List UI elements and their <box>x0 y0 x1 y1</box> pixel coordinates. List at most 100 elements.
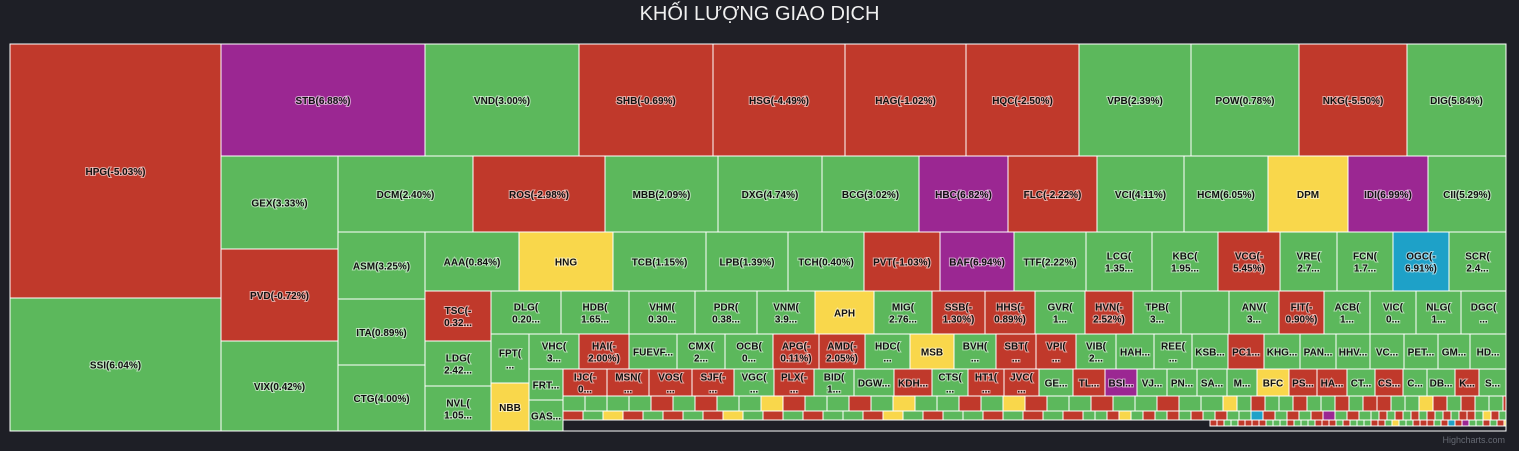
tile-small[interactable] <box>1258 419 1267 427</box>
tile-small[interactable] <box>1142 410 1156 421</box>
tile-small[interactable] <box>602 410 624 421</box>
tile-small[interactable] <box>1346 410 1360 421</box>
tile-small[interactable] <box>1418 395 1434 412</box>
tile-vnm[interactable] <box>756 290 816 335</box>
tile-tcb[interactable] <box>612 231 707 292</box>
tile-gas[interactable] <box>528 399 564 432</box>
tile-small[interactable] <box>1265 419 1274 427</box>
tile-small[interactable] <box>1386 410 1396 421</box>
tile-fit[interactable] <box>1278 290 1325 335</box>
tile-small[interactable] <box>716 395 740 412</box>
tile-small[interactable] <box>642 410 664 421</box>
tile-small[interactable] <box>1264 395 1280 412</box>
tile-small[interactable] <box>1320 395 1336 412</box>
tile-small[interactable] <box>1450 410 1460 421</box>
tile-tsc[interactable] <box>424 290 492 342</box>
tile-small[interactable] <box>1349 419 1358 427</box>
tile-small[interactable] <box>1306 395 1322 412</box>
tile-vos[interactable] <box>648 368 693 397</box>
tile-amd[interactable] <box>818 333 866 370</box>
tile-small[interactable] <box>1342 419 1351 427</box>
tile-small[interactable] <box>1440 419 1449 427</box>
tile-msb[interactable] <box>909 333 955 370</box>
tile-small[interactable] <box>1154 410 1168 421</box>
tile-small[interactable] <box>842 410 864 421</box>
tile-small[interactable] <box>694 395 718 412</box>
tile-small[interactable] <box>1402 410 1412 421</box>
tile-small[interactable] <box>1002 410 1024 421</box>
tile-flc[interactable] <box>1007 155 1098 233</box>
tile-small[interactable] <box>826 395 850 412</box>
tile-cii[interactable] <box>1427 155 1507 233</box>
tile-small[interactable] <box>672 395 696 412</box>
tile-lcg[interactable] <box>1085 231 1153 292</box>
tile-small[interactable] <box>1358 410 1372 421</box>
tile-small[interactable] <box>1042 410 1064 421</box>
tile-small[interactable] <box>702 410 724 421</box>
tile-small[interactable] <box>1391 419 1400 427</box>
tile-small[interactable] <box>1178 395 1202 412</box>
tile-small[interactable] <box>1279 419 1288 427</box>
tile-small[interactable] <box>1251 419 1260 427</box>
tile-small[interactable] <box>804 395 828 412</box>
tile-small[interactable] <box>562 395 586 412</box>
tile-small[interactable] <box>1286 419 1295 427</box>
tile-small[interactable] <box>1314 419 1323 427</box>
tile-small[interactable] <box>1446 395 1462 412</box>
tile-small[interactable] <box>882 410 904 421</box>
tile-asm[interactable] <box>337 231 426 300</box>
tile-small[interactable] <box>1404 395 1420 412</box>
tile-small[interactable] <box>870 395 894 412</box>
tile-nkg[interactable] <box>1298 43 1408 157</box>
tile-ldg[interactable] <box>424 340 492 387</box>
tile-small[interactable] <box>1068 395 1092 412</box>
tile-small[interactable] <box>848 395 872 412</box>
tile-small[interactable] <box>1062 410 1084 421</box>
tile-small[interactable] <box>1237 419 1246 427</box>
tile-small[interactable] <box>1334 410 1348 421</box>
tile-small[interactable] <box>760 395 784 412</box>
tile-ge[interactable] <box>1038 368 1074 397</box>
tile-dpm[interactable] <box>1267 155 1349 233</box>
tile-small[interactable] <box>1244 419 1253 427</box>
tile-small[interactable] <box>1378 410 1388 421</box>
tile-small[interactable] <box>1236 395 1252 412</box>
tile-small[interactable] <box>1394 410 1404 421</box>
tile-hsg[interactable] <box>712 43 846 157</box>
tile-small[interactable] <box>1090 395 1114 412</box>
tile-small[interactable] <box>1461 419 1470 427</box>
tile-small[interactable] <box>1180 290 1230 335</box>
tile-small[interactable] <box>1118 410 1132 421</box>
tile-small[interactable] <box>1094 410 1108 421</box>
tile-vhm[interactable] <box>628 290 696 335</box>
tile-small[interactable] <box>1322 410 1336 421</box>
tile-small[interactable] <box>1434 410 1444 421</box>
tile-dig[interactable] <box>1406 43 1507 157</box>
tile-small[interactable] <box>782 410 804 421</box>
tile-ogc[interactable] <box>1392 231 1450 292</box>
tile-small[interactable] <box>1286 410 1300 421</box>
tile-small[interactable] <box>762 410 784 421</box>
tile-small[interactable] <box>1335 419 1344 427</box>
tile-small[interactable] <box>1292 395 1308 412</box>
tile-small[interactable] <box>562 410 584 421</box>
tile-vpb[interactable] <box>1078 43 1192 157</box>
tile-vcg[interactable] <box>1217 231 1281 292</box>
tile-small[interactable] <box>1454 419 1463 427</box>
tile-small[interactable] <box>1334 395 1350 412</box>
tile-small[interactable] <box>1216 419 1225 427</box>
tile-vnd[interactable] <box>424 43 580 157</box>
tile-small[interactable] <box>582 410 604 421</box>
tile-pvd[interactable] <box>220 248 339 342</box>
tile-small[interactable] <box>1250 410 1264 421</box>
tile-baf[interactable] <box>939 231 1015 292</box>
tile-small[interactable] <box>1328 419 1337 427</box>
tile-small[interactable] <box>1426 410 1436 421</box>
tile-small[interactable] <box>1398 419 1407 427</box>
tile-hng[interactable] <box>518 231 614 292</box>
tile-small[interactable] <box>982 410 1004 421</box>
tile-small[interactable] <box>1362 395 1378 412</box>
tile-small[interactable] <box>1348 395 1364 412</box>
tile-ita[interactable] <box>337 298 426 366</box>
tile-small[interactable] <box>1307 419 1316 427</box>
